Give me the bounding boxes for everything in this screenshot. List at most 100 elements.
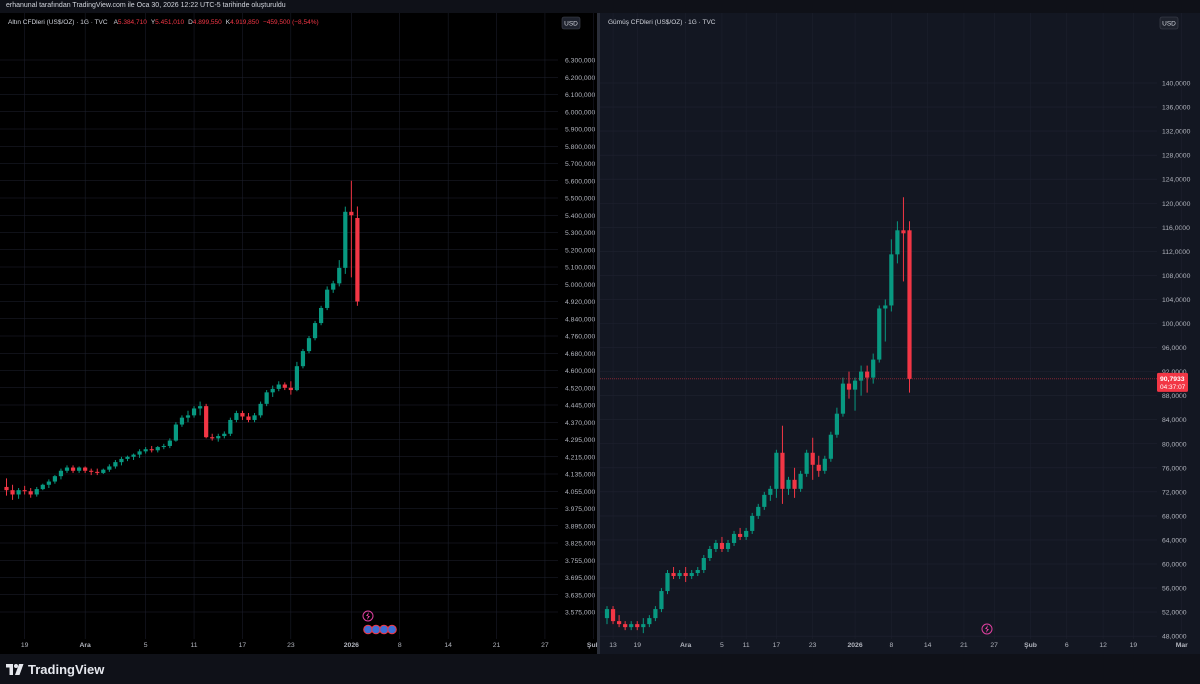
candle-body — [635, 624, 640, 628]
candle-body — [46, 481, 51, 485]
y-tick-label: 5.300,000 — [565, 230, 595, 237]
candle-body — [319, 307, 324, 324]
x-tick-label: 13 — [609, 642, 617, 649]
candle — [325, 286, 330, 311]
x-tick-label: 17 — [239, 642, 247, 649]
silver-chart-panel[interactable]: 140,0000 136,0000 132,0000 128,0000 124,0000… — [600, 13, 1200, 654]
candle — [70, 465, 76, 473]
candle — [719, 536, 725, 552]
y-tick-label: 52,0000 — [1162, 610, 1187, 617]
candle — [161, 443, 166, 450]
candle — [768, 485, 773, 501]
x-axis: 13 19 Ara 5 11 17 23 2026 8 14 21 27 Şub 6 12 19 Mar — [609, 642, 1188, 649]
candle — [810, 437, 815, 480]
candle-body — [895, 230, 900, 255]
candle-body — [179, 417, 185, 425]
symbol-name: Altın CFDleri (US$/OZ) · 1G · TVC — [8, 19, 108, 26]
candle-body — [125, 456, 130, 459]
candle — [107, 464, 112, 472]
attribution-bar: erhanunal tarafından TradingView.com ile… — [0, 0, 1200, 13]
y-tick-label: 76,0000 — [1162, 465, 1187, 472]
candle-body — [671, 573, 676, 577]
ohlc-value: 4.899,550 — [193, 19, 222, 26]
candle — [738, 527, 743, 540]
candle — [119, 456, 124, 466]
candle-body — [677, 573, 682, 577]
candle — [331, 280, 336, 293]
currency-label: USD — [1162, 21, 1176, 28]
candle-body — [810, 452, 815, 465]
y-axis: 6.300,000 6.200,000 6.100,000 6.000,000 5.90… — [565, 58, 595, 617]
bar-countdown: 04:37:07 — [1160, 384, 1186, 391]
x-tick-label: 19 — [633, 642, 641, 649]
candle — [846, 371, 852, 399]
candle — [101, 468, 106, 474]
y-tick-label: 5.500,000 — [565, 196, 595, 203]
x-tick-label: Ara — [79, 642, 91, 649]
candle-body — [804, 452, 809, 474]
currency-badge-box — [561, 16, 581, 30]
candle — [216, 433, 221, 442]
candle-body — [719, 542, 725, 549]
y-tick-label: 5.600,000 — [565, 178, 595, 185]
candle — [804, 449, 809, 477]
candle-body — [216, 436, 221, 439]
candle — [28, 488, 33, 498]
candle — [883, 299, 888, 342]
candle — [774, 449, 779, 498]
candle — [58, 468, 64, 480]
candle — [840, 377, 846, 417]
tradingview-logo[interactable]: TradingView — [6, 662, 104, 677]
candle-body — [137, 451, 142, 455]
y-tick-label: 104,0000 — [1162, 297, 1191, 304]
candle — [731, 530, 737, 546]
x-tick-label: 11 — [743, 642, 750, 649]
candle-body — [828, 434, 833, 459]
candle-body — [113, 462, 118, 467]
panel-divider[interactable] — [597, 13, 600, 654]
silver-chart[interactable]: 140,0000 136,0000 132,0000 128,0000 124,0000… — [600, 13, 1200, 654]
y-tick-label: 5.400,000 — [565, 213, 595, 220]
x-tick-label: Şub — [587, 642, 597, 649]
candle-body — [77, 467, 82, 471]
candle-body — [155, 447, 160, 451]
candle — [604, 606, 610, 625]
gold-chart-panel[interactable]: 6.300,000 6.200,000 6.100,000 6.000,000 5.90… — [0, 13, 597, 654]
candle — [629, 621, 634, 631]
x-tick-label: Mar — [1176, 642, 1188, 649]
candle — [89, 468, 94, 476]
y-tick-label: 6.000,000 — [565, 109, 595, 116]
candle — [270, 385, 275, 397]
y-tick-label: 80,0000 — [1162, 441, 1187, 448]
calendar-event-icon — [371, 624, 381, 635]
candle — [264, 390, 269, 407]
y-tick-label: 3.575,000 — [565, 610, 595, 617]
y-tick-label: 48,0000 — [1162, 634, 1187, 641]
y-tick-label: 5.200,000 — [565, 247, 595, 254]
candle-body — [107, 466, 112, 470]
candle — [40, 483, 45, 491]
currency-label: USD — [564, 21, 578, 28]
candle-body — [64, 467, 70, 471]
y-tick-label: 112,0000 — [1162, 249, 1190, 256]
candle-body — [695, 570, 700, 574]
y-tick-label: 3.895,000 — [565, 523, 595, 530]
x-tick-label: 17 — [773, 642, 781, 649]
candle — [282, 382, 287, 391]
candle — [22, 485, 27, 495]
y-tick-label: 4.680,000 — [565, 351, 595, 358]
candle-body — [780, 452, 785, 489]
x-tick-label: 11 — [191, 642, 198, 649]
candle-body — [901, 230, 906, 234]
candle-body — [725, 542, 731, 549]
candle-body — [774, 452, 779, 489]
y-tick-label: 4.215,000 — [565, 454, 595, 461]
candle — [306, 336, 312, 354]
ohlc-value: 5.384,710 — [118, 19, 147, 26]
candle — [95, 468, 100, 476]
x-axis: 19Ara511172320268142127Şub61219Mar6 — [21, 642, 597, 649]
candle — [173, 422, 178, 442]
x-tick-label: 23 — [809, 642, 817, 649]
candle-body — [331, 283, 336, 290]
gold-chart[interactable]: 6.300,000 6.200,000 6.100,000 6.000,000 5.90… — [0, 13, 597, 654]
